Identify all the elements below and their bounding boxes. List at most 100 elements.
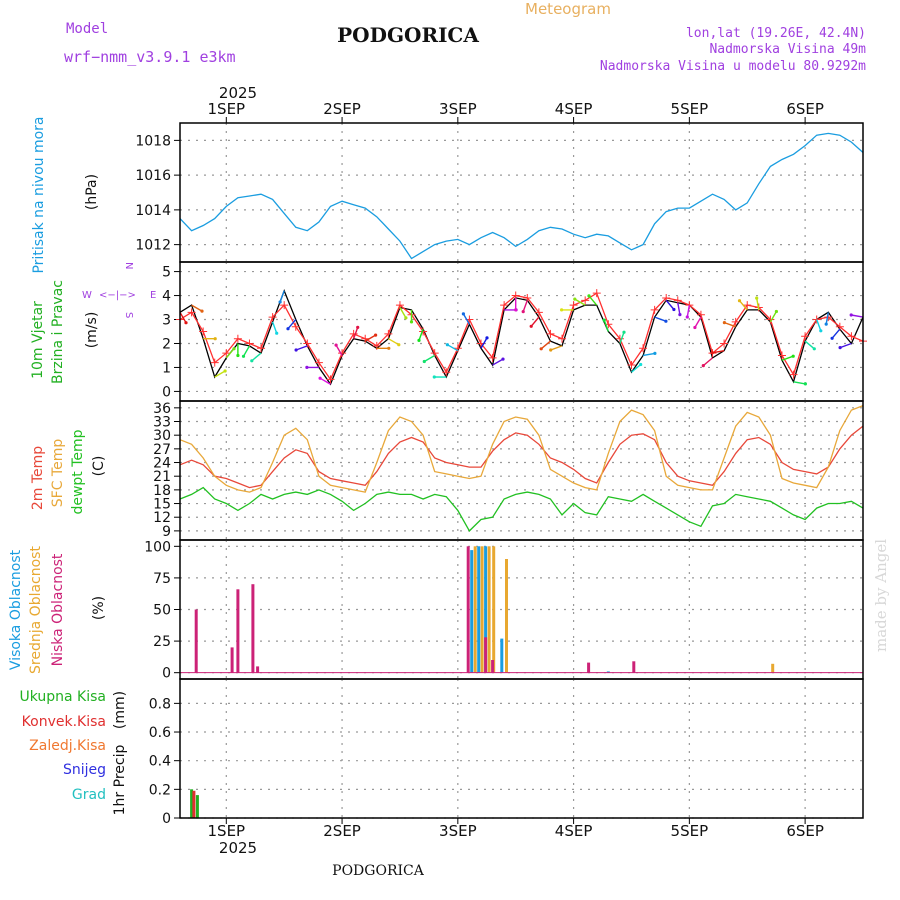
- wind-gust-marker: [419, 327, 428, 336]
- wind-arrow: [839, 342, 852, 349]
- wind-arrow: [781, 355, 794, 361]
- cloud-high-label: Visoka Oblacnost: [8, 549, 24, 670]
- wind-gust-marker: [268, 313, 277, 322]
- wind-gust-marker: [291, 322, 300, 331]
- wind-gust-marker: [777, 351, 786, 360]
- wind-gust-marker: [789, 370, 798, 379]
- precip-ytick-label: 0.2: [149, 782, 171, 798]
- wind-arrow: [756, 297, 760, 311]
- wind-gust-marker: [453, 344, 462, 353]
- temperature-ytick-label: 18: [153, 483, 171, 499]
- wind-gust-marker: [210, 358, 219, 367]
- wind-arrow: [214, 370, 226, 378]
- wind-arrow: [642, 352, 656, 357]
- wind-gust-marker: [743, 301, 752, 310]
- temperature-ytick-label: 24: [153, 456, 171, 472]
- wind-arrow: [686, 305, 691, 318]
- wind-arrow: [279, 290, 285, 303]
- day-label-bottom: 3SEP: [439, 822, 477, 840]
- wind-arrow: [831, 328, 841, 339]
- wind-arrow: [540, 340, 551, 350]
- temp2m-label: 2m Temp: [30, 446, 46, 510]
- wind-gust-marker: [581, 296, 590, 305]
- wind-arrow-head: [409, 320, 414, 324]
- wind-arrow-head: [737, 299, 742, 303]
- wind-gust-marker: [280, 301, 289, 310]
- clouds-ytick-label: 100: [144, 539, 171, 555]
- wind-arrow: [603, 319, 609, 332]
- clouds-bar-niska-oblacnost: [194, 609, 198, 673]
- wind-gust-marker: [349, 329, 358, 338]
- wind-arrow-head: [791, 354, 795, 358]
- wind-title: 10m Vjetar: [30, 301, 46, 379]
- wind-arrow-head: [803, 382, 808, 386]
- wind-arrow-head: [529, 324, 533, 328]
- wind-arrow-head: [213, 337, 217, 341]
- meteogram-label: Meteogram: [525, 0, 611, 18]
- wind-arrow: [677, 302, 681, 315]
- temperature-ytick-label: 15: [153, 497, 171, 513]
- wind-arrow: [825, 312, 829, 325]
- day-label-bottom: 5SEP: [671, 822, 709, 840]
- pressure-ylabel: (hPa): [84, 174, 100, 210]
- wind-arrow: [530, 316, 540, 327]
- wind-gust-marker: [569, 301, 578, 310]
- wind-arrow: [287, 319, 297, 330]
- wind-ytick-label: 0: [162, 384, 171, 400]
- dewpt-label: dewpt Temp: [70, 429, 86, 514]
- day-label-bottom: 6SEP: [786, 822, 824, 840]
- wind-arrow-head: [521, 310, 525, 314]
- day-label-top: 6SEP: [786, 100, 824, 118]
- wind-gust-marker: [326, 375, 335, 384]
- wind-arrow-head: [184, 321, 188, 325]
- wind-arrow: [522, 300, 528, 312]
- clouds-frame: [179, 539, 864, 680]
- wind-arrow-head: [830, 336, 834, 340]
- wind-gust-marker: [615, 334, 624, 343]
- wind-arrow: [574, 298, 586, 306]
- wind-gust-marker: [847, 332, 856, 341]
- wind-arrow-head: [701, 364, 705, 368]
- clouds-panel: 0 25 50 75 100: [144, 539, 864, 682]
- wind-gust-marker: [222, 349, 231, 358]
- wind-gust-marker: [314, 358, 323, 367]
- temperature-ytick-label: 21: [153, 469, 171, 485]
- wind-subtitle: Brzina i Pravac: [50, 280, 66, 384]
- cloud-ylabel: (%): [91, 596, 107, 620]
- wind-arrow-head: [812, 347, 816, 351]
- wind-gust-marker: [534, 308, 543, 317]
- precip-ytick-label: 0.8: [149, 696, 171, 712]
- precip-frame: [179, 678, 864, 819]
- wind-gust-marker: [257, 344, 266, 353]
- compass-s: S: [123, 312, 134, 318]
- day-label-top: 5SEP: [671, 100, 709, 118]
- wind-gust-marker: [558, 334, 567, 343]
- temperature-ytick-label: 9: [162, 524, 171, 540]
- wind-arrow: [271, 321, 278, 334]
- wind-arrow-head: [602, 318, 606, 322]
- footer-title: PODGORICA: [332, 863, 425, 879]
- wind-arrow: [793, 381, 806, 385]
- wind-arrow: [480, 337, 488, 349]
- wind-arrow-head: [639, 362, 643, 367]
- day-label-bottom: 4SEP: [555, 822, 593, 840]
- wind-arrow-head: [445, 343, 449, 347]
- day-label-top: 4SEP: [555, 100, 593, 118]
- wind-arrow: [492, 358, 504, 366]
- wind-arrow-head: [514, 308, 518, 312]
- day-label-top: 1SEP: [208, 100, 246, 118]
- compass-n: N: [123, 262, 134, 269]
- legend-zaledj: Zaledj.Kisa: [29, 738, 106, 754]
- wind-arrow-head: [824, 322, 828, 326]
- wind-arrow-head: [664, 319, 668, 323]
- wind-arrow-head: [838, 346, 842, 350]
- precip-ylabel: (mm): [112, 691, 128, 729]
- temperature-ytick-label: 33: [153, 415, 171, 431]
- wind-ytick-label: 4: [162, 289, 171, 305]
- pressure-ytick-label: 1014: [135, 203, 171, 219]
- wind-ytick-label: 5: [162, 265, 171, 281]
- compass-e: E: [150, 290, 156, 301]
- wind-arrow: [694, 316, 702, 328]
